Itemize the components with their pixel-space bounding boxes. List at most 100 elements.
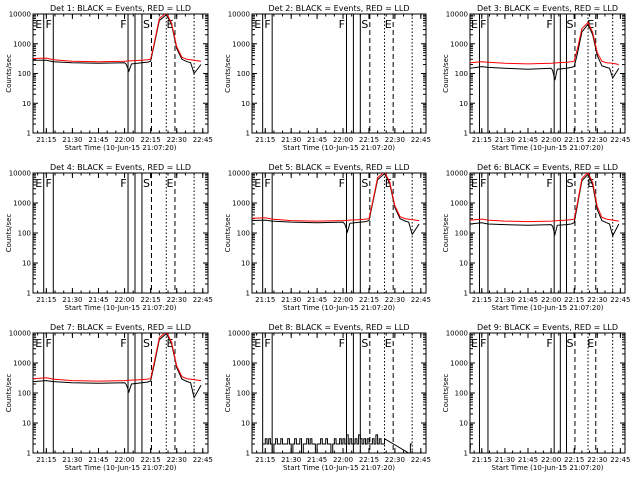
x-tick-label: 22:15	[564, 296, 584, 304]
marker-flag: E	[587, 18, 594, 31]
marker-flag: E	[167, 177, 174, 190]
marker-flag: S	[361, 18, 368, 31]
y-tick-label: 100	[237, 70, 250, 78]
x-tick-label: 22:15	[141, 296, 161, 304]
y-tick-label: 10	[241, 100, 250, 108]
x-tick-label: 22:30	[167, 456, 187, 464]
marker-flag: F	[480, 337, 486, 350]
series-lld-line	[470, 173, 619, 223]
x-tick-label: 22:00	[114, 136, 134, 144]
x-axis-label: Start Time (10-Jun-15 21:07:20)	[65, 144, 177, 152]
y-tick-label: 100	[237, 230, 250, 238]
y-tick-label: 10	[22, 420, 31, 428]
marker-flag: F	[339, 18, 345, 31]
panel-title: Det 5: BLACK = Events, RED = LLD	[269, 163, 410, 172]
marker-flag: S	[566, 337, 573, 350]
y-tick-label: 100	[18, 230, 31, 238]
plot-frame	[251, 172, 427, 294]
panel-det-3: Det 3: BLACK = Events, RED = LLD 1 10 100 10…	[442, 4, 630, 152]
x-tick-label: 21:30	[62, 136, 82, 144]
marker-flag: F	[45, 337, 51, 350]
marker-flag: F	[120, 18, 126, 31]
marker-flag: E	[167, 337, 174, 350]
x-tick-label: 22:00	[333, 456, 353, 464]
x-tick-label: 22:00	[333, 296, 353, 304]
x-axis-label: Start Time (10-Jun-15 21:07:20)	[65, 464, 177, 472]
x-tick-label: 22:45	[411, 296, 431, 304]
x-axis-label: Start Time (10-Jun-15 21:07:20)	[283, 464, 395, 472]
y-tick-label: 10000	[446, 330, 468, 338]
y-tick-label: 1000	[450, 360, 468, 368]
panel-title: Det 7: BLACK = Events, RED = LLD	[50, 323, 191, 332]
panel-det-1: Det 1: BLACK = Events, RED = LLD 1 10 100 10…	[5, 4, 213, 152]
x-tick-label: 22:45	[193, 296, 213, 304]
plot-frame	[251, 332, 427, 454]
y-tick-label: 1000	[232, 200, 250, 208]
marker-flag: F	[264, 337, 270, 350]
y-tick-label: 1	[246, 290, 250, 298]
x-tick-label: 22:00	[541, 136, 561, 144]
panel-det-6: Det 6: BLACK = Events, RED = LLD 1 10 100 10…	[442, 163, 630, 312]
marker-flag: E	[35, 18, 42, 31]
series-events-line	[252, 173, 420, 236]
marker-flag: E	[587, 177, 594, 190]
y-tick-label: 10000	[228, 170, 250, 178]
plot-frame	[469, 13, 626, 134]
y-tick-label: 10000	[228, 11, 250, 19]
y-tick-label: 10000	[9, 330, 31, 338]
marker-flag: E	[35, 337, 42, 350]
x-tick-label: 22:30	[167, 136, 187, 144]
marker-flag: E	[385, 177, 392, 190]
y-tick-label: 100	[18, 70, 31, 78]
x-axis-label: Start Time (10-Jun-15 21:07:20)	[492, 304, 604, 312]
x-tick-label: 22:30	[385, 456, 405, 464]
x-tick-label: 22:30	[587, 296, 607, 304]
y-tick-label: 100	[455, 70, 468, 78]
x-tick-label: 21:30	[62, 296, 82, 304]
marker-flag: F	[120, 337, 126, 350]
x-tick-label: 22:30	[167, 296, 187, 304]
x-tick-label: 21:45	[518, 456, 538, 464]
series-lld-line	[33, 14, 202, 63]
panel-title: Det 3: BLACK = Events, RED = LLD	[477, 4, 618, 13]
marker-flag: E	[35, 177, 42, 190]
y-axis-label: Counts/sec	[5, 374, 13, 413]
x-tick-label: 22:00	[333, 136, 353, 144]
marker-flag: E	[471, 177, 478, 190]
marker-flag: S	[361, 177, 368, 190]
y-tick-label: 10000	[9, 170, 31, 178]
series-events-line	[470, 173, 620, 238]
x-tick-label: 22:45	[193, 456, 213, 464]
x-tick-label: 21:45	[518, 136, 538, 144]
panel-det-4: Det 4: BLACK = Events, RED = LLD 1 10 100 10…	[5, 163, 213, 312]
x-tick-label: 22:00	[114, 456, 134, 464]
y-tick-label: 100	[455, 230, 468, 238]
y-tick-label: 1	[27, 450, 31, 458]
y-tick-label: 10	[22, 100, 31, 108]
series-events-line	[470, 23, 620, 81]
marker-flag: S	[143, 337, 150, 350]
marker-flag: S	[361, 337, 368, 350]
panel-det-5: Det 5: BLACK = Events, RED = LLD 1 10 100 10…	[224, 163, 431, 312]
marker-flag: E	[385, 18, 392, 31]
y-tick-label: 10	[459, 100, 468, 108]
y-tick-label: 10	[459, 420, 468, 428]
marker-flag: E	[254, 18, 261, 31]
x-tick-label: 22:15	[359, 136, 379, 144]
plot-frame	[32, 172, 209, 294]
y-axis-label: Counts/sec	[224, 214, 232, 253]
x-tick-label: 22:00	[114, 296, 134, 304]
x-tick-label: 22:15	[141, 456, 161, 464]
x-tick-label: 22:15	[359, 296, 379, 304]
marker-flag: F	[480, 177, 486, 190]
x-tick-label: 21:15	[472, 296, 492, 304]
x-tick-label: 22:30	[587, 456, 607, 464]
marker-flag: S	[566, 18, 573, 31]
marker-flag: F	[264, 177, 270, 190]
series-events-line	[262, 434, 413, 453]
x-tick-label: 21:30	[281, 456, 301, 464]
panel-title: Det 2: BLACK = Events, RED = LLD	[269, 4, 410, 13]
x-axis-label: Start Time (10-Jun-15 21:07:20)	[283, 144, 395, 152]
panel-det-8: Det 8: BLACK = Events, RED = LLD 1 10 100 10…	[224, 323, 431, 472]
x-tick-label: 21:45	[307, 456, 327, 464]
